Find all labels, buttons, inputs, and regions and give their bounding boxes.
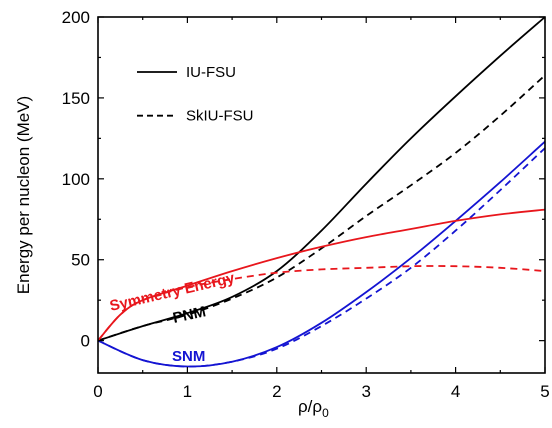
y-axis-title: Energy per nucleon (MeV) xyxy=(14,96,33,294)
y-tick-label: 50 xyxy=(71,251,90,270)
x-tick-label: 0 xyxy=(93,382,102,401)
x-tick-label: 4 xyxy=(451,382,460,401)
pnm-iu-fsu-line xyxy=(97,16,546,342)
snm-skiu-fsu-line xyxy=(97,147,546,368)
x-axis-title-main: ρ/ρ xyxy=(298,397,322,416)
pnm-skiu-fsu-line xyxy=(97,74,546,342)
symmetry-energy-iu-fsu-line xyxy=(97,208,546,342)
y-tick-label: 200 xyxy=(62,8,90,27)
legend: IU-FSU SkIU-FSU xyxy=(137,64,254,125)
annotation-snm: SNM xyxy=(172,348,205,365)
x-axis-title: ρ/ρ0 xyxy=(298,397,329,420)
x-tick-label: 5 xyxy=(540,382,549,401)
legend-label-iu-fsu: IU-FSU xyxy=(186,64,236,81)
snm-iu-fsu-line xyxy=(97,140,546,368)
annotation-pnm: PNM xyxy=(171,303,207,327)
annotation-symmetry-energy: Symmetry Energy xyxy=(108,269,237,314)
x-tick-label: 2 xyxy=(272,382,281,401)
x-axis-title-subscript: 0 xyxy=(322,406,329,420)
x-tick-label: 1 xyxy=(183,382,192,401)
series-layer xyxy=(97,16,546,368)
y-tick-label: 150 xyxy=(62,89,90,108)
y-tick-label: 0 xyxy=(81,332,90,351)
y-tick-label: 100 xyxy=(62,170,90,189)
x-tick-label: 3 xyxy=(361,382,370,401)
symmetry-energy-skiu-fsu-line xyxy=(97,265,546,342)
legend-label-skiu-fsu: SkIU-FSU xyxy=(186,108,254,125)
